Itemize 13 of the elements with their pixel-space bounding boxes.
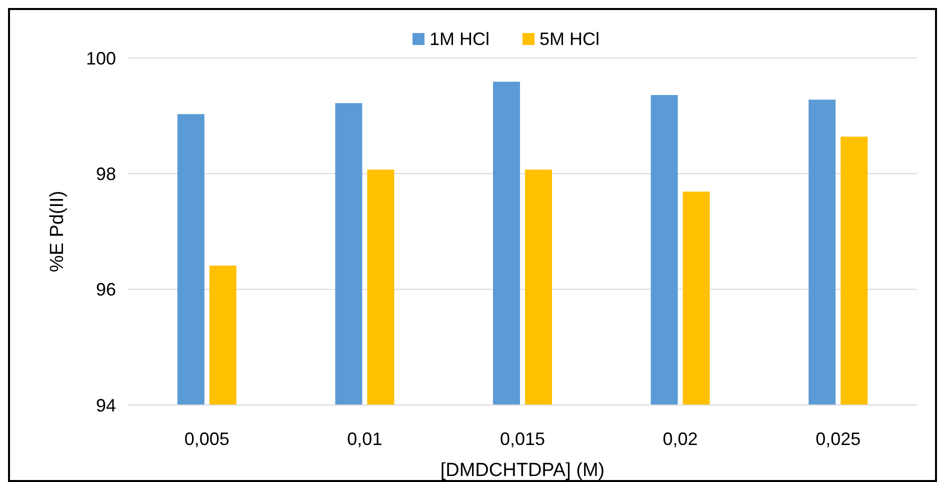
y-tick-label: 96 bbox=[96, 280, 116, 300]
y-tick-label: 100 bbox=[86, 48, 116, 68]
x-tick-label: 0,025 bbox=[816, 429, 861, 449]
x-tick-label: 0,015 bbox=[500, 429, 546, 449]
y-tick-label: 98 bbox=[96, 164, 116, 184]
x-axis-title: [DMDCHTDPA] (M) bbox=[440, 460, 605, 481]
legend-label: 1M HCl bbox=[430, 29, 490, 49]
x-tick-label: 0,02 bbox=[662, 429, 698, 449]
x-tick-label: 0,01 bbox=[347, 429, 382, 449]
y-tick-label: 94 bbox=[96, 395, 116, 416]
x-tick-label: 0,005 bbox=[184, 429, 230, 449]
legend-label: 5M HCl bbox=[540, 29, 600, 49]
y-axis-title: %E Pd(II) bbox=[47, 190, 68, 272]
